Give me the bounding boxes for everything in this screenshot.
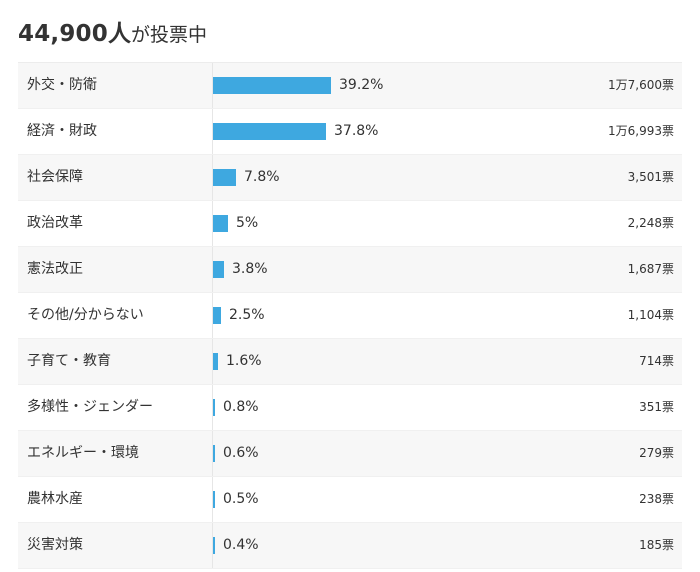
result-bar [213,445,215,462]
result-row: 政治改革 5% 2,248票 [18,201,682,247]
vote-count-heading: 44,900 人 が投票中 [18,14,207,50]
result-percent: 0.8% [223,399,259,415]
result-bar [213,491,215,508]
result-label: その他/分からない [27,307,144,323]
result-row: エネルギー・環境 0.6% 279票 [18,431,682,477]
result-votes: 1万7,600票 [608,78,674,92]
result-label: 社会保障 [27,169,83,185]
result-row: 経済・財政 37.8% 1万6,993票 [18,109,682,155]
result-votes: 238票 [639,492,674,506]
result-percent: 0.6% [223,445,259,461]
poll-results-table: 外交・防衛 39.2% 1万7,600票経済・財政 37.8% 1万6,993票社会保障… [18,62,682,569]
result-row: 社会保障 7.8% 3,501票 [18,155,682,201]
column-divider [212,247,213,292]
result-percent: 7.8% [244,169,280,185]
result-row: 子育て・教育 1.6% 714票 [18,339,682,385]
result-label: 災害対策 [27,537,83,553]
column-divider [212,339,213,384]
result-label: 政治改革 [27,215,83,231]
column-divider [212,63,213,108]
result-percent: 39.2% [339,77,384,93]
result-row: 外交・防衛 39.2% 1万7,600票 [18,63,682,109]
result-votes: 1,104票 [627,308,674,322]
result-row: 災害対策 0.4% 185票 [18,523,682,569]
result-bar [213,353,218,370]
result-bar [213,307,221,324]
column-divider [212,477,213,522]
column-divider [212,385,213,430]
column-divider [212,109,213,154]
result-votes: 185票 [639,538,674,552]
result-label: エネルギー・環境 [27,445,139,461]
result-votes: 1,687票 [627,262,674,276]
result-votes: 714票 [639,354,674,368]
result-bar [213,215,228,232]
result-label: 経済・財政 [27,123,97,139]
column-divider [212,523,213,568]
result-percent: 0.4% [223,537,259,553]
voters-unit: 人 [107,21,131,47]
result-percent: 0.5% [223,491,259,507]
result-percent: 37.8% [334,123,379,139]
column-divider [212,293,213,338]
result-row: 多様性・ジェンダー 0.8% 351票 [18,385,682,431]
result-row: 憲法改正 3.8% 1,687票 [18,247,682,293]
result-votes: 1万6,993票 [608,124,674,138]
result-row: 農林水産 0.5% 238票 [18,477,682,523]
result-label: 農林水産 [27,491,83,507]
column-divider [212,431,213,476]
result-percent: 2.5% [229,307,265,323]
result-row: その他/分からない 2.5% 1,104票 [18,293,682,339]
result-label: 憲法改正 [27,261,83,277]
result-bar [213,261,224,278]
result-label: 外交・防衛 [27,77,97,93]
result-label: 多様性・ジェンダー [27,399,153,415]
result-votes: 351票 [639,400,674,414]
total-voters-count: 44,900 [18,21,108,47]
result-label: 子育て・教育 [27,353,111,369]
column-divider [212,155,213,200]
result-bar [213,169,236,186]
voting-status-text: が投票中 [130,24,207,46]
result-bar [213,537,215,554]
result-percent: 3.8% [232,261,268,277]
result-bar [213,123,326,140]
result-percent: 5% [236,215,259,231]
column-divider [212,201,213,246]
result-bar [213,399,215,416]
result-votes: 2,248票 [627,216,674,230]
result-bar [213,77,331,94]
result-percent: 1.6% [226,353,262,369]
result-votes: 279票 [639,446,674,460]
result-votes: 3,501票 [627,170,674,184]
